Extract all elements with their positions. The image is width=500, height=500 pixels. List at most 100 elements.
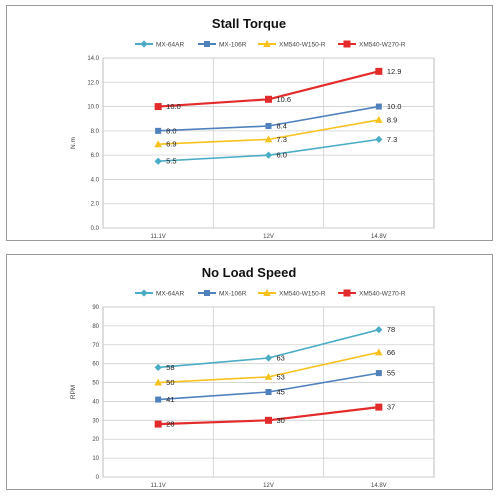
data-point	[264, 354, 273, 362]
data-point	[154, 420, 162, 428]
x-tick-label: 14.8V	[371, 234, 387, 240]
data-point	[155, 127, 162, 134]
data-point	[154, 140, 162, 148]
data-label: 10.0	[387, 102, 402, 111]
legend-marker	[140, 40, 148, 48]
data-label: 28	[166, 420, 174, 429]
data-point	[375, 115, 383, 123]
legend-item-mx-106r: MX-106R	[198, 290, 247, 298]
series-mx-64ar: 58 63 78	[154, 325, 395, 372]
data-point	[265, 123, 272, 129]
series-mx-106r: 8.0 8.4 10.0	[155, 102, 401, 135]
data-point	[264, 135, 273, 143]
data-label: 8.4	[277, 122, 287, 131]
legend-marker	[343, 289, 351, 297]
y-tick-label: 60	[92, 362, 99, 368]
x-tick-label: 12V	[263, 483, 274, 489]
data-point	[265, 95, 272, 103]
legend-label: XM540-W150-R	[279, 42, 326, 49]
y-tick-label: 90	[92, 305, 99, 311]
chart-title: Stall Torque	[212, 16, 286, 31]
legend-label: XM540-W150-R	[279, 291, 326, 298]
data-point	[154, 378, 162, 386]
legend-label: MX-106R	[219, 42, 247, 49]
y-tick-label: 10.0	[87, 105, 99, 111]
legend-item-mx-106r: MX-106R	[198, 41, 247, 49]
data-label: 6.9	[166, 140, 176, 149]
y-tick-label: 40	[92, 399, 99, 405]
data-point	[155, 396, 162, 403]
y-axis-label: N.m	[70, 137, 77, 149]
y-tick-label: 50	[92, 381, 99, 387]
legend-item-xm540-w270-r: XM540-W270-R	[338, 40, 406, 49]
legend-marker	[263, 289, 271, 296]
legend-label: MX-64AR	[156, 291, 184, 298]
data-label: 45	[277, 388, 285, 397]
data-label: 5.5	[166, 157, 176, 166]
y-tick-label: 14.0	[87, 56, 99, 62]
y-tick-label: 80	[92, 324, 99, 330]
data-point	[265, 416, 272, 424]
series-xm540-w150-r: 50 53 66	[154, 348, 395, 387]
data-point	[375, 135, 383, 143]
legend-label: MX-64AR	[156, 42, 184, 49]
data-label: 8.9	[387, 115, 397, 124]
data-label: 41	[166, 395, 174, 404]
data-label: 58	[166, 363, 174, 372]
stall-torque-chart-panel: Stall Torque MX-64AR MX-106R XM540-W150-R XM…	[6, 5, 493, 241]
data-label: 78	[387, 325, 395, 334]
y-axis-label: RPM	[70, 385, 77, 399]
no-load-speed-chart: No Load Speed MX-64AR MX-106R XM540-W150-R X…	[70, 265, 435, 489]
chart-title: No Load Speed	[202, 265, 297, 280]
legend-marker	[263, 40, 271, 47]
data-point	[375, 103, 382, 110]
legend-marker	[204, 290, 210, 296]
data-label: 50	[166, 378, 174, 387]
data-label: 66	[387, 348, 395, 357]
data-label: 55	[387, 369, 395, 378]
y-tick-label: 8.0	[91, 129, 100, 135]
y-tick-label: 0.0	[91, 226, 100, 232]
y-tick-label: 12.0	[87, 80, 99, 86]
grid	[102, 57, 435, 229]
data-point	[375, 370, 382, 377]
legend-marker	[204, 41, 210, 47]
data-label: 7.3	[387, 135, 397, 144]
data-label: 8.0	[166, 126, 176, 135]
y-tick-label: 0	[96, 475, 100, 481]
y-tick-label: 4.0	[91, 177, 100, 183]
data-label: 53	[277, 372, 285, 381]
data-point	[375, 67, 383, 75]
x-tick-label: 11.1V	[151, 483, 166, 489]
data-label: 7.3	[277, 135, 287, 144]
data-point	[264, 151, 273, 159]
legend-marker	[343, 40, 351, 48]
x-tick-label: 14.8V	[371, 483, 387, 489]
data-label: 63	[277, 354, 285, 363]
data-point	[265, 389, 272, 395]
x-tick-label: 12V	[263, 234, 274, 240]
y-tick-label: 10	[92, 456, 99, 462]
data-label: 10.6	[277, 95, 292, 104]
y-tick-label: 70	[92, 343, 99, 349]
data-point	[375, 403, 383, 411]
data-label: 30	[277, 416, 285, 425]
legend-marker	[140, 289, 148, 297]
legend-item-mx-64ar: MX-64AR	[135, 40, 184, 49]
legend-item-xm540-w270-r: XM540-W270-R	[338, 289, 406, 298]
y-tick-label: 30	[92, 418, 99, 424]
data-point	[154, 103, 162, 111]
legend-item-xm540-w150-r: XM540-W150-R	[258, 40, 326, 49]
data-point	[154, 157, 162, 165]
data-label: 12.9	[387, 67, 402, 76]
data-label: 37	[387, 403, 395, 412]
series-mx-106r: 41 45 55	[155, 369, 395, 404]
series-xm540-w270-r: 10.0 10.6 12.9	[154, 67, 402, 111]
plot-area	[102, 57, 435, 229]
legend-label: XM540-W270-R	[359, 42, 406, 49]
data-point	[264, 372, 273, 380]
legend-item-xm540-w150-r: XM540-W150-R	[258, 289, 326, 298]
legend-item-mx-64ar: MX-64AR	[135, 289, 184, 298]
y-tick-label: 20	[92, 437, 99, 443]
legend: MX-64AR MX-106R XM540-W150-R XM540-W270-R	[135, 40, 406, 49]
